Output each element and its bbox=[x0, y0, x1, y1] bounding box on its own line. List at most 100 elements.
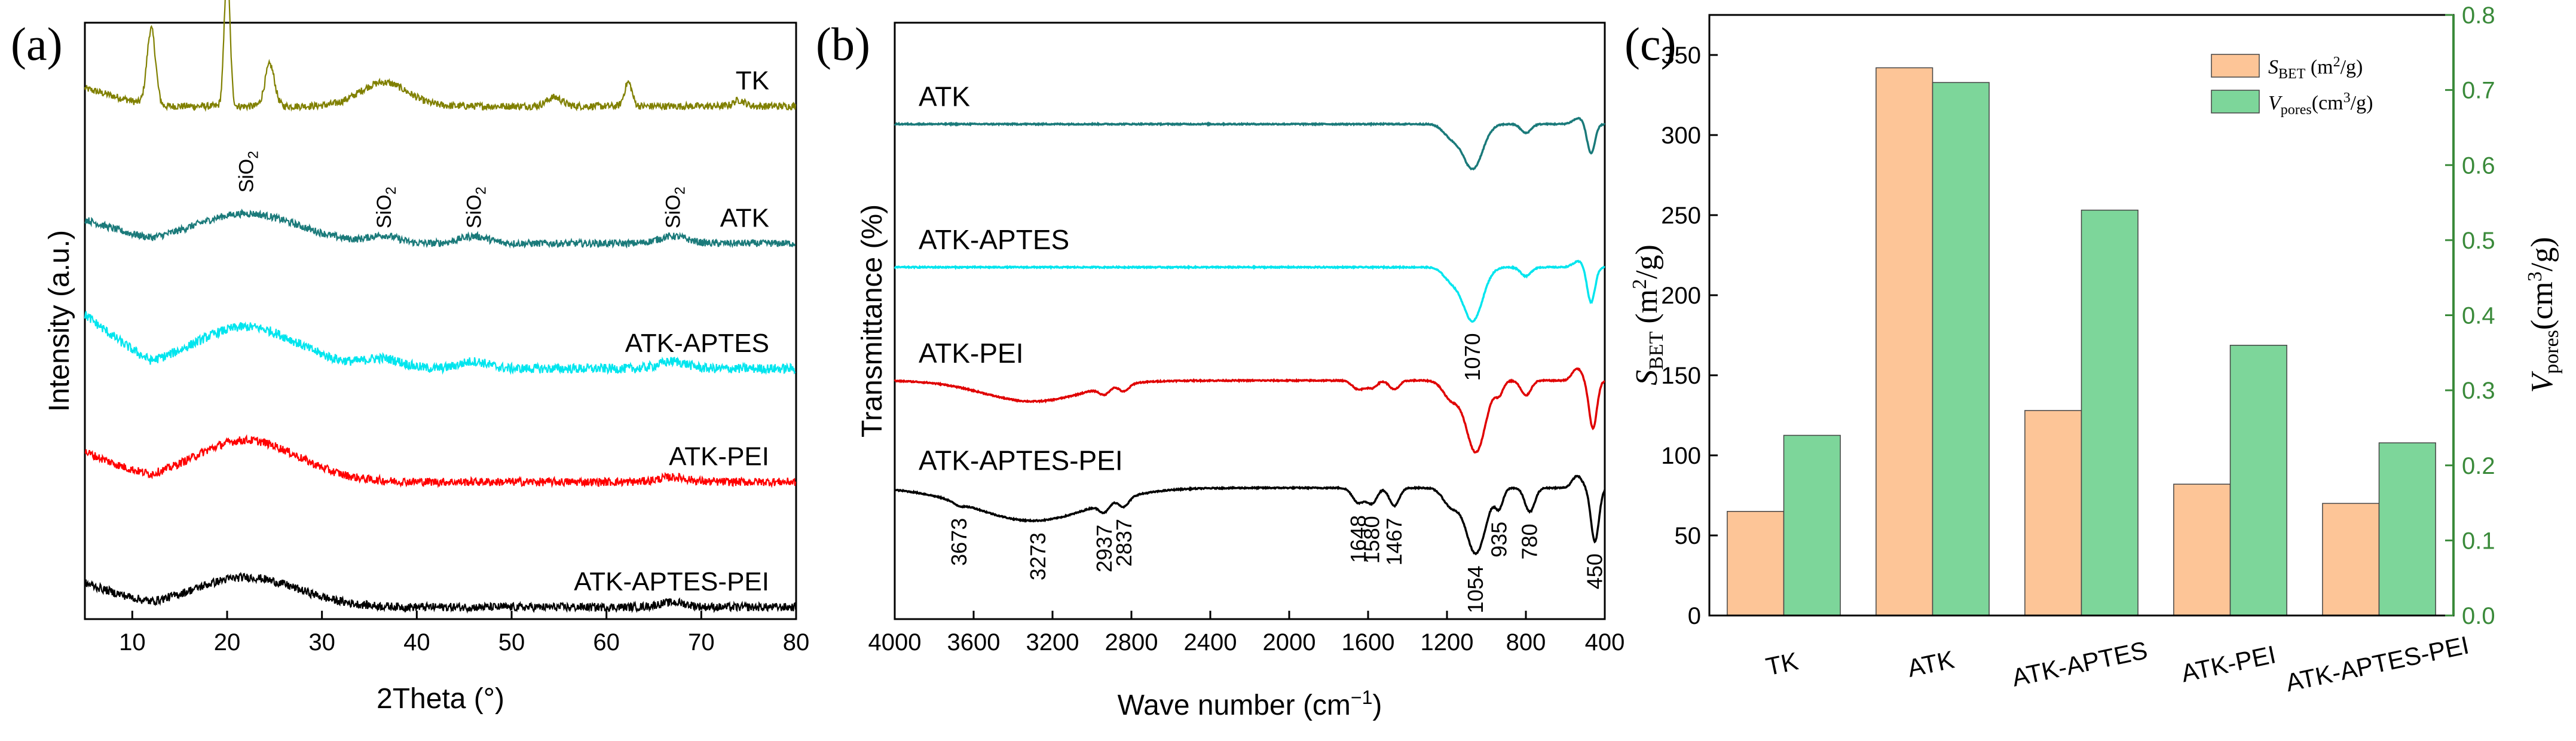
panel-a-x-ticks: 10 20 30 40 50 60 70 80 bbox=[119, 611, 809, 656]
panel-a-annotations: SiO2 SiO2 SiO2 SiO2 bbox=[235, 151, 689, 228]
panel-c-right-ticks: 0.0 0.1 0.2 0.3 0.4 0.5 0.6 0.7 0.8 bbox=[2445, 2, 2495, 629]
series-line-atk-pei bbox=[84, 434, 797, 488]
right-tick-label: 0.8 bbox=[2462, 2, 2495, 29]
bar-sbet bbox=[1727, 511, 1785, 616]
x-tick-label: 30 bbox=[308, 629, 335, 656]
right-tick-label: 0.2 bbox=[2462, 453, 2495, 479]
x-tick-label: 4000 bbox=[868, 629, 922, 656]
right-tick-label: 0.5 bbox=[2462, 228, 2495, 254]
legend-swatch bbox=[2211, 54, 2260, 78]
band-annotation: 2837 bbox=[1112, 519, 1136, 567]
series-label: ATK-APTES-PEI bbox=[574, 567, 769, 596]
x-tick-label: 800 bbox=[1506, 629, 1546, 656]
category-label: TK bbox=[1763, 647, 1800, 681]
x-tick-label: 40 bbox=[403, 629, 430, 656]
category-label: ATK-APTES-PEI bbox=[2283, 630, 2471, 697]
panel-a-series-labels: TK ATK ATK-APTES ATK-PEI ATK-APTES-PEI bbox=[574, 66, 769, 596]
panel-b-y-axis-label: Transmittance (%) bbox=[856, 204, 888, 437]
series-line-atk bbox=[84, 208, 796, 249]
bar-sbet bbox=[2322, 503, 2380, 616]
band-annotation: 1580 bbox=[1360, 516, 1384, 564]
left-tick-label: 200 bbox=[1661, 283, 1701, 309]
panel-c-left-ticks: 0 50 100 150 200 250 300 350 bbox=[1661, 42, 1718, 629]
left-tick-label: 350 bbox=[1661, 42, 1701, 69]
panel-b-x-axis-label-main: Wave number (cm bbox=[1118, 690, 1351, 721]
x-tick-label: 80 bbox=[783, 629, 810, 656]
series-label: ATK-APTES bbox=[919, 224, 1069, 255]
bar-vpores bbox=[2081, 209, 2138, 616]
left-tick-label: 50 bbox=[1675, 523, 1702, 549]
x-tick-label: 2400 bbox=[1184, 629, 1237, 656]
series-line-atk bbox=[894, 117, 1606, 171]
x-tick-label: 1200 bbox=[1421, 629, 1474, 656]
sio2-annotation: SiO2 bbox=[235, 151, 262, 192]
category-label: ATK-PEI bbox=[2179, 640, 2278, 687]
sio2-annotation: SiO2 bbox=[463, 186, 489, 228]
panel-b-x-axis-label: Wave number (cm−1) bbox=[1118, 687, 1382, 721]
bar-vpores bbox=[1932, 82, 1990, 616]
bar-vpores bbox=[1783, 434, 1841, 616]
x-tick-label: 10 bbox=[119, 629, 146, 656]
bar-vpores bbox=[2229, 345, 2287, 616]
bar-sbet bbox=[1876, 67, 1933, 616]
band-annotation: 3673 bbox=[947, 518, 971, 566]
panel-c-legend: SBET (m2/g) Vpores(cm3/g) bbox=[2211, 54, 2373, 118]
x-tick-label: 1600 bbox=[1342, 629, 1395, 656]
panel-b-series bbox=[894, 117, 1606, 556]
panel-a-x-axis-label: 2Theta (°) bbox=[377, 683, 504, 715]
series-line-atk-aptes bbox=[894, 259, 1605, 323]
band-annotation: 3273 bbox=[1026, 532, 1050, 580]
band-annotation: 1648 bbox=[1346, 515, 1370, 563]
bar-sbet bbox=[2024, 410, 2082, 616]
panel-a-frame bbox=[84, 22, 797, 620]
panel-c-bars bbox=[1727, 67, 2436, 616]
panel-b: (b) 4000 3600 3200 2800 2400 2000 1600 1200 800 4… bbox=[816, 18, 1624, 721]
series-line-atk-aptes-pei bbox=[894, 474, 1606, 556]
sio2-annotation: SiO2 bbox=[373, 186, 399, 228]
panel-b-label: (b) bbox=[816, 18, 870, 70]
right-tick-label: 0.1 bbox=[2462, 528, 2495, 554]
band-annotation: 1070 bbox=[1460, 333, 1485, 381]
legend-label: Vpores(cm3/g) bbox=[2268, 90, 2373, 118]
series-line-atk-aptes bbox=[84, 311, 796, 375]
x-tick-label: 3200 bbox=[1026, 629, 1079, 656]
panel-a-y-axis-label: Intensity (a.u.) bbox=[44, 230, 75, 412]
band-annotation: 2937 bbox=[1092, 525, 1116, 572]
band-annotation: 780 bbox=[1518, 523, 1542, 559]
band-annotation: 450 bbox=[1583, 553, 1607, 589]
left-tick-label: 0 bbox=[1688, 603, 1701, 629]
series-label: ATK-APTES bbox=[625, 329, 769, 358]
panel-b-series-labels: ATK ATK-APTES ATK-PEI ATK-APTES-PEI bbox=[919, 81, 1123, 476]
series-label: ATK-APTES-PEI bbox=[919, 445, 1123, 476]
sio2-annotation: SiO2 bbox=[662, 186, 689, 228]
panel-a-label: (a) bbox=[11, 18, 63, 70]
series-line-atk-pei bbox=[894, 367, 1605, 454]
series-label: TK bbox=[736, 66, 769, 96]
series-label: ATK-PEI bbox=[669, 442, 769, 471]
legend-swatch bbox=[2211, 90, 2260, 114]
left-tick-label: 300 bbox=[1661, 123, 1701, 149]
x-tick-label: 50 bbox=[498, 629, 525, 656]
x-tick-label: 3600 bbox=[947, 629, 1001, 656]
right-tick-label: 0.3 bbox=[2462, 378, 2495, 404]
right-tick-label: 0.0 bbox=[2462, 603, 2495, 629]
bar-vpores bbox=[2378, 442, 2436, 616]
right-tick-label: 0.6 bbox=[2462, 152, 2495, 179]
category-label: ATK-APTES bbox=[2009, 636, 2150, 692]
band-annotation: 1054 bbox=[1463, 565, 1488, 613]
category-label: ATK bbox=[1905, 645, 1957, 682]
series-label: ATK bbox=[720, 203, 769, 232]
series-label: ATK-PEI bbox=[919, 338, 1024, 369]
panel-b-x-ticks: 4000 3600 3200 2800 2400 2000 1600 1200 800 400 bbox=[868, 611, 1624, 656]
x-tick-label: 70 bbox=[688, 629, 715, 656]
panel-c-category-labels: TK ATK ATK-APTES ATK-PEI ATK-APTES-PEI bbox=[1763, 630, 2471, 697]
series-line-atk-aptes-pei bbox=[84, 571, 797, 614]
bar-sbet bbox=[2173, 483, 2231, 616]
left-tick-label: 250 bbox=[1661, 203, 1701, 229]
left-tick-label: 150 bbox=[1661, 363, 1701, 389]
left-tick-label: 100 bbox=[1661, 443, 1701, 469]
right-tick-label: 0.7 bbox=[2462, 78, 2495, 104]
